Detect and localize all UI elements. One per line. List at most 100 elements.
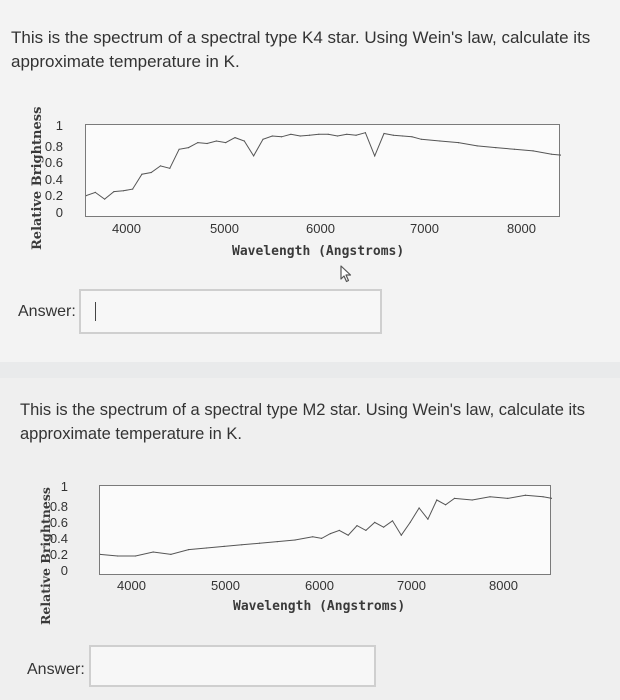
question-2-text: This is the spectrum of a spectral type … — [20, 401, 585, 443]
chart-1-xtick-label: 8000 — [507, 221, 536, 236]
chart-1-ytick-label: 0.8 — [44, 138, 63, 154]
chart-1-point — [411, 136, 413, 138]
chart-2-point — [321, 537, 323, 539]
chart-1-point — [86, 195, 87, 197]
chart-2-point — [347, 534, 349, 536]
chart-1-point — [374, 155, 376, 157]
chart-1-point — [206, 142, 208, 145]
chart-1-point — [178, 148, 180, 150]
chart-1-point — [187, 147, 190, 149]
answer-1-input[interactable] — [79, 289, 382, 334]
chart-2-point — [117, 555, 119, 557]
chart-2-point — [100, 553, 101, 555]
chart-2-point — [489, 496, 491, 498]
chart-2-point — [276, 541, 278, 543]
chart-1-point — [122, 190, 124, 192]
chart-1-series-line — [86, 132, 561, 200]
question-1-text: This is the spectrum of a spectral type … — [11, 28, 591, 71]
chart-1-ytick-label: 1 — [55, 118, 63, 133]
chart-2-point — [409, 521, 411, 523]
chart-2-point — [436, 499, 438, 501]
chart-2-point — [294, 539, 296, 541]
chart-2-point — [223, 545, 225, 547]
chart-2-xtick-label: 7000 — [397, 578, 426, 593]
text-caret — [95, 302, 96, 321]
chart-2-point — [241, 544, 243, 546]
chart-2-point — [400, 534, 402, 536]
chart-1-point — [383, 132, 385, 135]
chart-2-ytick-label: 0.6 — [49, 515, 68, 530]
chart-1-point — [327, 133, 329, 135]
chart-1-point — [271, 135, 273, 137]
chart-2-xlabel: Wavelength (Angstroms) — [233, 599, 406, 614]
chart-1-point — [402, 135, 404, 137]
chart-2-xtick-label: 5000 — [211, 578, 240, 593]
chart-2-point — [374, 521, 376, 523]
chart-1-xtick-label: 7000 — [410, 221, 439, 236]
answer-2-label: Answer: — [27, 661, 85, 678]
chart-1-point — [262, 138, 264, 140]
chart-2-point — [453, 497, 456, 499]
chart-1-xtick-label: 4000 — [112, 221, 141, 236]
chart-2-xtick-label: 6000 — [305, 578, 334, 593]
chart-2-plot-area — [99, 485, 552, 575]
chart-2-point — [507, 497, 509, 499]
chart-1-xtick-label: 5000 — [210, 221, 239, 236]
chart-1-point — [290, 133, 292, 135]
chart-2-ytick-label: 0.8 — [49, 499, 68, 514]
chart-1-point — [560, 154, 561, 156]
chart-1-ytick-label: 0.6 — [44, 155, 63, 171]
chart-2-ytick-label: 0 — [60, 563, 68, 578]
chart-2-point — [365, 529, 367, 531]
chart-1-point — [364, 132, 366, 134]
chart-2-point — [471, 499, 473, 501]
chart-2-point — [391, 520, 394, 522]
chart-2-point — [170, 553, 172, 555]
chart-1-point — [551, 153, 553, 155]
chart-1-point — [299, 135, 301, 137]
chart-1-point — [253, 155, 255, 157]
chart-1-point — [113, 191, 115, 193]
chart-2-point — [542, 496, 544, 498]
chart-1-point — [420, 138, 422, 140]
chart-1-ytick-label: 0 — [55, 205, 63, 220]
chart-2-point — [188, 549, 190, 551]
chart-2-point — [312, 536, 314, 538]
answer-2-input[interactable] — [89, 645, 376, 687]
chart-1-plot-area — [85, 124, 561, 217]
chart-1-point — [281, 136, 283, 138]
chart-1-point — [457, 142, 460, 144]
chart-1-point — [215, 140, 217, 142]
chart-2-point — [356, 525, 358, 527]
chart-1-point — [234, 137, 236, 139]
chart-2-point — [205, 547, 207, 549]
chart-1-point — [104, 198, 106, 200]
chart-1-point — [476, 145, 478, 147]
chart-2-ytick-label: 0.4 — [49, 531, 68, 546]
chart-2-svg — [100, 494, 552, 557]
chart-1-point — [150, 171, 152, 174]
chart-2-point — [338, 529, 340, 531]
mouse-pointer-icon — [340, 265, 352, 283]
chart-1-point — [318, 133, 320, 135]
chart-2-point — [427, 518, 429, 520]
chart-2-xtick-label: 8000 — [489, 578, 518, 593]
chart-1-svg — [86, 132, 561, 200]
chart-1-point — [346, 133, 348, 135]
chart-2-ytick-label: 0.2 — [49, 547, 68, 562]
chart-2-ytick-label: 1 — [60, 479, 68, 494]
chart-2-point — [445, 504, 447, 506]
chart-1-point — [355, 134, 357, 136]
chart-1-point — [392, 134, 394, 136]
chart-2-point — [329, 533, 331, 535]
chart-2-point — [134, 555, 137, 557]
chart-2-point — [383, 526, 385, 528]
chart-1-point — [197, 142, 199, 144]
chart-2-xtick-label: 4000 — [117, 578, 146, 593]
chart-1-point — [132, 188, 134, 190]
chart-2-point — [258, 542, 261, 544]
chart-2-point — [551, 497, 552, 499]
chart-1-point — [94, 191, 96, 193]
chart-1-ytick-label: 0.2 — [44, 188, 63, 204]
chart-1-xtick-label: 6000 — [306, 221, 335, 236]
